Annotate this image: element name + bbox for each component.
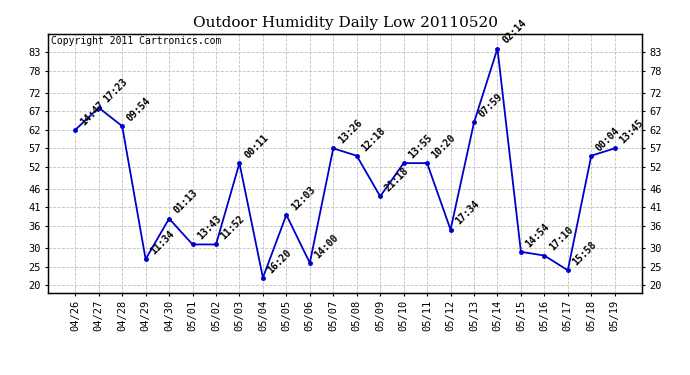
Title: Outdoor Humidity Daily Low 20110520: Outdoor Humidity Daily Low 20110520 (193, 16, 497, 30)
Text: 11:52: 11:52 (219, 214, 246, 242)
Text: 17:34: 17:34 (453, 199, 481, 227)
Text: 16:20: 16:20 (266, 247, 293, 275)
Text: 12:03: 12:03 (289, 184, 317, 212)
Text: 17:10: 17:10 (547, 225, 575, 253)
Text: Copyright 2011 Cartronics.com: Copyright 2011 Cartronics.com (51, 36, 221, 46)
Text: 09:54: 09:54 (125, 96, 152, 123)
Text: 07:59: 07:59 (477, 92, 504, 120)
Text: 12:18: 12:18 (359, 125, 387, 153)
Text: 13:43: 13:43 (195, 214, 223, 242)
Text: 15:58: 15:58 (571, 240, 598, 267)
Text: 14:47: 14:47 (78, 99, 106, 127)
Text: 11:34: 11:34 (148, 229, 176, 256)
Text: 13:26: 13:26 (336, 118, 364, 146)
Text: 00:04: 00:04 (594, 125, 622, 153)
Text: 02:14: 02:14 (500, 18, 528, 46)
Text: 14:00: 14:00 (313, 232, 340, 260)
Text: 13:55: 13:55 (406, 132, 434, 160)
Text: 00:11: 00:11 (242, 132, 270, 160)
Text: 14:54: 14:54 (524, 221, 551, 249)
Text: 17:23: 17:23 (101, 77, 129, 105)
Text: 13:45: 13:45 (618, 118, 645, 146)
Text: 10:20: 10:20 (430, 132, 457, 160)
Text: 01:13: 01:13 (172, 188, 199, 216)
Text: 21:18: 21:18 (383, 166, 411, 194)
